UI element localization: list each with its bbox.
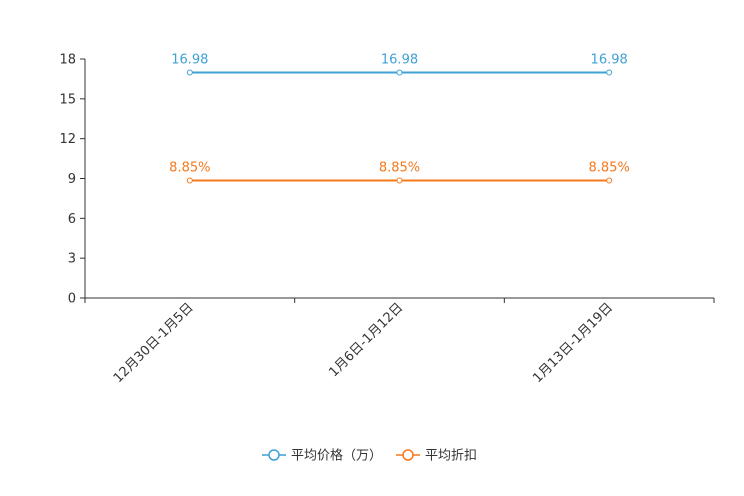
legend-item-1[interactable]: 平均价格（万） bbox=[262, 448, 382, 464]
data-label: 16.98 bbox=[381, 53, 418, 68]
data-label: 16.98 bbox=[591, 53, 628, 68]
data-point[interactable] bbox=[606, 177, 613, 184]
data-point[interactable] bbox=[186, 69, 193, 76]
data-point[interactable] bbox=[186, 177, 193, 184]
legend-item-2[interactable]: 平均折扣 bbox=[396, 449, 477, 464]
data-point[interactable] bbox=[396, 69, 403, 76]
y-tick-label: 9 bbox=[68, 172, 76, 187]
y-tick-label: 12 bbox=[59, 132, 76, 147]
legend-label: 平均价格（万） bbox=[291, 448, 382, 464]
x-axis-ticks: 12月30日-1月5日 1月6日-1月12日 1月13日-1月19日 bbox=[84, 298, 715, 386]
y-tick-label: 0 bbox=[68, 292, 76, 307]
y-axis-ticks: 0 3 6 9 12 15 18 bbox=[59, 53, 85, 307]
y-tick-label: 3 bbox=[68, 252, 76, 267]
x-tick-label: 12月30日-1月5日 bbox=[111, 300, 197, 386]
x-tick-label: 1月13日-1月19日 bbox=[530, 300, 616, 386]
y-tick-label: 18 bbox=[59, 53, 76, 68]
series-layer: 16.98 16.98 16.98 8.85% 8.85% 8.85% bbox=[169, 53, 630, 184]
legend: 平均价格（万） 平均折扣 bbox=[262, 448, 477, 464]
data-label: 8.85% bbox=[589, 160, 630, 175]
legend-marker-icon bbox=[402, 449, 414, 461]
y-tick-label: 15 bbox=[59, 92, 76, 107]
data-label: 8.85% bbox=[379, 160, 420, 175]
y-tick-label: 6 bbox=[68, 212, 76, 227]
series-2: 8.85% 8.85% 8.85% bbox=[169, 160, 630, 184]
data-point[interactable] bbox=[606, 69, 613, 76]
series-1: 16.98 16.98 16.98 bbox=[171, 53, 628, 76]
legend-label: 平均折扣 bbox=[425, 449, 477, 464]
data-point[interactable] bbox=[396, 177, 403, 184]
data-label: 16.98 bbox=[171, 53, 208, 68]
data-label: 8.85% bbox=[169, 160, 210, 175]
legend-marker-icon bbox=[268, 449, 280, 461]
x-tick-label: 1月6日-1月12日 bbox=[326, 300, 406, 380]
